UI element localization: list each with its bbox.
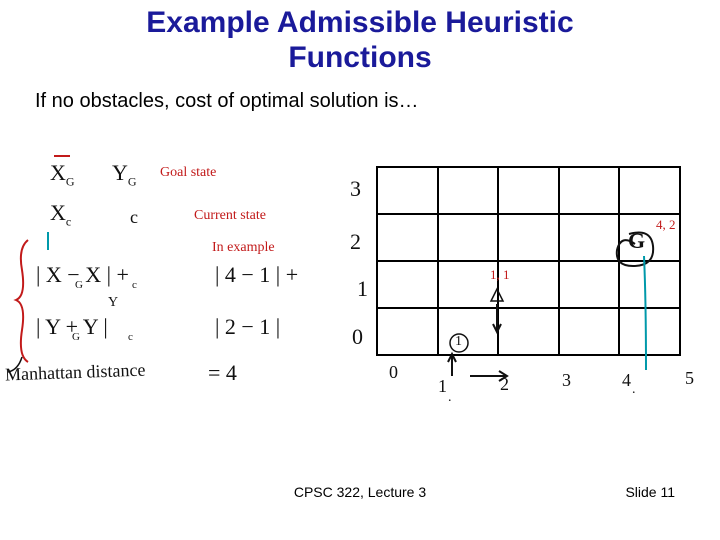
hw-in-example: In example xyxy=(212,240,275,256)
hw-c: c xyxy=(130,207,138,228)
grid-cell xyxy=(497,168,558,213)
hw-current-state: Current state xyxy=(194,208,266,224)
hw-manhattan: Manhattan distance xyxy=(5,360,146,386)
grid-cell xyxy=(378,215,437,260)
hw-yg-y: Y xyxy=(112,160,128,185)
hw-eq4: = 4 xyxy=(208,360,237,386)
hw-x3: 3 xyxy=(562,370,571,391)
hw-xc-sub: c xyxy=(66,214,71,228)
hw-11: 1, 1 xyxy=(490,267,510,283)
grid-cell xyxy=(558,215,619,260)
hw-abs1-sub2: c xyxy=(132,279,137,291)
page-title: Example Admissible Heuristic Functions xyxy=(0,6,720,75)
brace-icon xyxy=(16,240,28,362)
hw-ex2: | 2 − 1 | xyxy=(215,314,280,340)
hw-abs2-sub1: G xyxy=(72,331,80,343)
grid-5x4 xyxy=(376,166,681,356)
hw-yg: YG xyxy=(112,160,137,189)
grid-cell xyxy=(618,309,679,354)
hw-xc-x: X xyxy=(50,200,66,225)
title-line1: Example Admissible Heuristic xyxy=(146,6,573,39)
hw-y2: 2 xyxy=(350,229,361,255)
hw-y1: 1 xyxy=(357,276,368,302)
hw-goal-g: G xyxy=(628,228,645,254)
grid-cell xyxy=(497,215,558,260)
hw-x2: 2 xyxy=(500,374,509,395)
hw-ex1: | 4 − 1 | + xyxy=(215,262,298,288)
grid-cell xyxy=(558,262,619,307)
hw-x1: 1 xyxy=(438,376,447,397)
hw-x0: 0 xyxy=(389,362,398,383)
hw-y0: 0 xyxy=(352,324,363,350)
grid-cell xyxy=(437,262,498,307)
grid-cell xyxy=(378,309,437,354)
hw-tickdot: . xyxy=(448,390,452,406)
hw-abs2-sub2: c xyxy=(128,331,133,343)
grid-cell xyxy=(497,309,558,354)
hw-xg-x: X xyxy=(50,160,66,185)
hw-xc: Xc xyxy=(50,200,71,229)
hw-abs1-sub1: G xyxy=(75,279,83,291)
grid-cell xyxy=(378,262,437,307)
hw-yg-sub: G xyxy=(128,174,137,188)
footer-center: CPSC 322, Lecture 3 xyxy=(0,484,720,500)
hw-tickdot4: . xyxy=(632,382,636,398)
hw-x5: 5 xyxy=(685,368,694,389)
grid-cell xyxy=(437,168,498,213)
grid-row xyxy=(378,260,679,307)
grid-cell xyxy=(618,168,679,213)
subtitle: If no obstacles, cost of optimal solutio… xyxy=(35,90,685,113)
grid-cell xyxy=(437,309,498,354)
hw-y-stray: Y xyxy=(108,295,118,311)
hw-y3: 3 xyxy=(350,176,361,202)
grid-cell xyxy=(558,309,619,354)
grid-cell xyxy=(378,168,437,213)
title-line2: Functions xyxy=(288,41,431,74)
grid-cell xyxy=(618,262,679,307)
hw-goal-state: Goal state xyxy=(160,165,216,181)
grid-row xyxy=(378,307,679,354)
hw-xg: XG xyxy=(50,160,75,189)
footer-right: Slide 11 xyxy=(625,484,675,500)
grid-cell xyxy=(558,168,619,213)
hw-42: 4, 2 xyxy=(656,217,676,233)
grid-cell xyxy=(437,215,498,260)
hw-start1: 1 xyxy=(455,334,462,350)
hw-x4: 4 xyxy=(622,370,631,391)
grid-row xyxy=(378,168,679,213)
hw-xg-sub: G xyxy=(66,174,75,188)
